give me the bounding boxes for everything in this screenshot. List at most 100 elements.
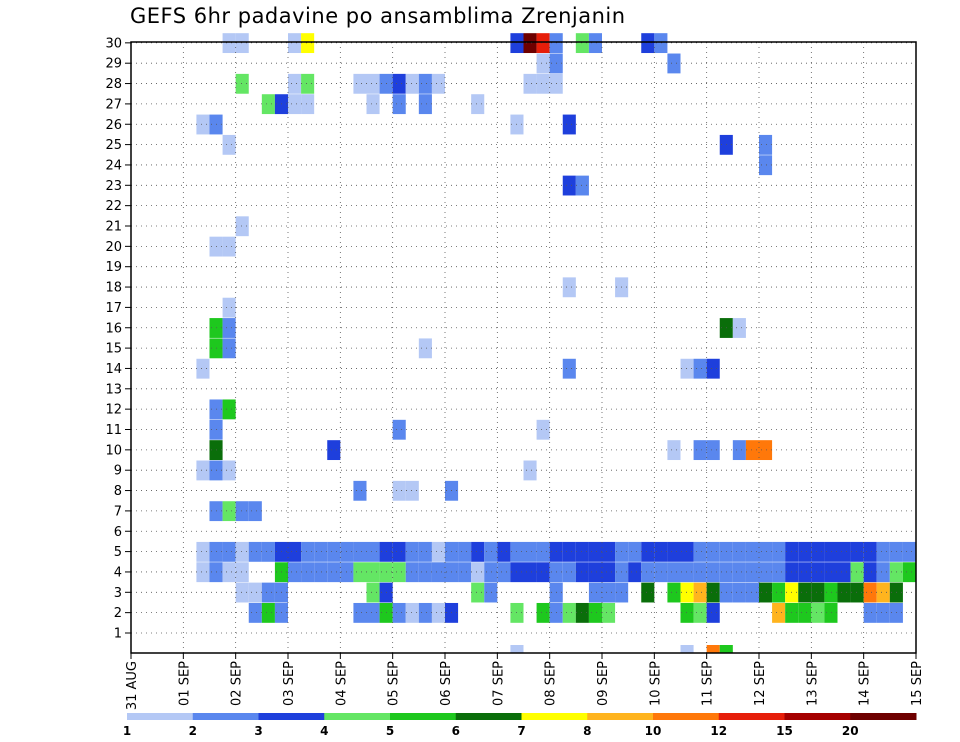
heatmap-cell [745, 440, 759, 461]
heatmap-cell [392, 602, 406, 623]
heatmap-cell [654, 541, 668, 562]
heatmap-cell [222, 399, 236, 420]
heatmap-cell [288, 73, 302, 94]
heatmap-cell [732, 318, 746, 338]
heatmap-cell [536, 33, 550, 54]
heatmap-cell [314, 541, 328, 562]
heatmap-cell [732, 582, 746, 603]
colorbar-label: 5 [386, 724, 394, 738]
heatmap-cell [222, 236, 236, 257]
heatmap-cell [706, 541, 720, 562]
heatmap-cell [575, 175, 589, 196]
heatmap-cell [248, 501, 262, 522]
colorbar-swatch [324, 713, 391, 720]
heatmap-cell [837, 541, 851, 562]
heatmap-cell [301, 541, 315, 562]
x-tick-label: 13 SEP [805, 661, 820, 706]
heatmap-cell [588, 33, 602, 54]
heatmap-cell [353, 562, 367, 583]
heatmap-cell [706, 582, 720, 603]
heatmap-cell [248, 541, 262, 562]
heatmap-cell [366, 73, 380, 94]
heatmap-cell [497, 562, 511, 583]
heatmap-cell [850, 582, 864, 603]
heatmap-cell [772, 602, 786, 623]
heatmap-cell [523, 541, 537, 562]
heatmap-cell [523, 33, 537, 54]
heatmap-cell [288, 562, 302, 583]
heatmap-cell [353, 480, 367, 501]
heatmap-cell [562, 602, 576, 623]
colorbar-swatch [258, 713, 325, 720]
heatmap-cell [863, 602, 877, 623]
heatmap-cell [719, 645, 733, 653]
heatmap-cell [222, 297, 236, 318]
colorbar: 1 2 3 4 5 6 7 8 10 12 15 20 [123, 713, 917, 738]
heatmap-cell [680, 541, 694, 562]
heatmap-cell [693, 562, 707, 583]
heatmap-cell [222, 562, 236, 583]
x-tick-label: 03 SEP [282, 661, 297, 706]
y-tick-label: 25 [105, 138, 122, 153]
heatmap-cell [667, 582, 681, 603]
colorbar-label: 3 [254, 724, 262, 738]
y-axis-ticks: 1234567891011121314151617181920212223242… [105, 36, 131, 642]
heatmap-cell [745, 541, 759, 562]
y-tick-label: 9 [114, 464, 122, 479]
colorbar-swatch [718, 713, 785, 720]
heatmap-cell [745, 582, 759, 603]
heatmap-cell [772, 562, 786, 583]
colorbar-swatch [521, 713, 588, 720]
x-tick-label: 05 SEP [387, 661, 402, 706]
heatmap-cell [196, 358, 210, 379]
heatmap-cell [876, 562, 890, 583]
y-tick-label: 2 [114, 606, 122, 621]
y-tick-label: 29 [105, 57, 122, 72]
colorbar-label: 7 [517, 724, 525, 738]
heatmap-cell [235, 33, 249, 54]
colorbar-label: 1 [123, 724, 131, 738]
x-tick-label: 11 SEP [701, 661, 716, 706]
heatmap-cell [863, 562, 877, 583]
heatmap-cell [222, 134, 236, 155]
heatmap-cell [327, 541, 341, 562]
x-tick-label: 09 SEP [596, 661, 611, 706]
heatmap-cell [235, 582, 249, 603]
heatmap-cell [693, 440, 707, 461]
heatmap-cell [562, 541, 576, 562]
heatmap-cell [876, 582, 890, 603]
heatmap-cell [693, 602, 707, 623]
colorbar-label: 6 [452, 724, 460, 738]
y-tick-label: 11 [105, 423, 122, 438]
heatmap-cell [588, 582, 602, 603]
heatmap-cell [876, 602, 890, 623]
heatmap-cell [602, 602, 616, 623]
heatmap-cell [235, 562, 249, 583]
colorbar-label: 2 [189, 724, 197, 738]
x-tick-label: 31 AUG [125, 661, 140, 710]
heatmap-cell [261, 94, 275, 115]
heatmap-cell [471, 94, 485, 115]
y-tick-label: 15 [105, 342, 122, 357]
colorbar-swatch [192, 713, 259, 720]
heatmap-cell [366, 562, 380, 583]
heatmap-cell [261, 582, 275, 603]
colorbar-swatch [653, 713, 720, 720]
heatmap-cell [693, 358, 707, 379]
y-tick-label: 22 [105, 199, 122, 214]
heatmap-cell [902, 541, 916, 562]
heatmap-cell [327, 440, 341, 461]
heatmap-cell [523, 460, 537, 481]
heatmap-cell [471, 582, 485, 603]
heatmap-cell [405, 562, 419, 583]
heatmap-cell [405, 73, 419, 94]
colorbar-label: 8 [583, 724, 591, 738]
heatmap-cell [484, 541, 498, 562]
x-tick-label: 08 SEP [544, 661, 559, 706]
heatmap-cell [667, 53, 681, 74]
heatmap-cell [798, 541, 812, 562]
heatmap-cell [602, 541, 616, 562]
heatmap-cell [353, 73, 367, 94]
heatmap-cell [497, 541, 511, 562]
heatmap-cell [602, 562, 616, 583]
